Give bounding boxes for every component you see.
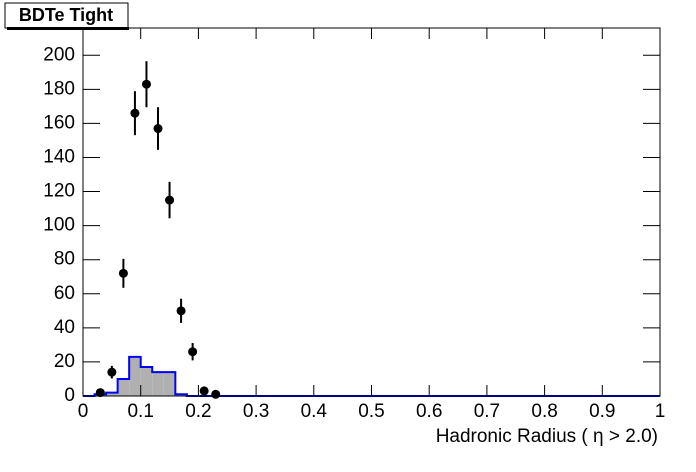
histogram-bar	[117, 378, 130, 396]
x-tick-label: 0.5	[358, 401, 384, 422]
chart-title: BDTe Tight	[19, 5, 113, 25]
data-point	[107, 367, 117, 377]
y-tick-label: 0	[64, 385, 75, 406]
data-point	[130, 108, 140, 118]
histogram-bar	[129, 356, 141, 396]
x-tick-label: 0	[78, 401, 89, 422]
y-tick-label: 20	[54, 351, 75, 372]
histogram-bar	[140, 367, 153, 396]
y-tick-label: 80	[54, 249, 75, 270]
data-point	[118, 268, 128, 278]
data-point	[188, 347, 198, 357]
data-point	[176, 306, 186, 316]
x-tick-label: 0.1	[127, 401, 153, 422]
data-point	[153, 124, 163, 134]
y-tick-label: 120	[43, 181, 75, 202]
y-tick-label: 100	[43, 215, 75, 236]
histogram-bar	[106, 392, 118, 396]
x-tick-label: 0.4	[301, 401, 328, 422]
x-tick-label: 0.2	[185, 401, 211, 422]
data-point	[199, 386, 209, 396]
y-tick-label: 160	[43, 112, 75, 133]
data-point	[211, 389, 221, 399]
histogram-bar	[152, 372, 164, 396]
title-shadow	[7, 27, 129, 30]
data-point	[95, 388, 105, 398]
y-tick-label: 200	[43, 44, 75, 65]
x-tick-label: 0.3	[243, 401, 269, 422]
y-tick-label: 180	[43, 78, 75, 99]
y-tick-label: 40	[54, 317, 75, 338]
histogram-bar	[163, 372, 176, 396]
x-tick-label: 0.6	[416, 401, 442, 422]
y-tick-label: 60	[54, 283, 75, 304]
x-axis-label: Hadronic Radius ( η > 2.0)	[436, 426, 658, 447]
x-tick-label: 0.7	[474, 401, 500, 422]
x-tick-label: 0.8	[531, 401, 557, 422]
data-point	[165, 195, 175, 205]
x-tick-label: 0.9	[589, 401, 615, 422]
title-box	[4, 2, 129, 29]
x-tick-label: 1	[655, 401, 666, 422]
data-point	[141, 79, 151, 89]
y-tick-label: 140	[43, 146, 75, 167]
